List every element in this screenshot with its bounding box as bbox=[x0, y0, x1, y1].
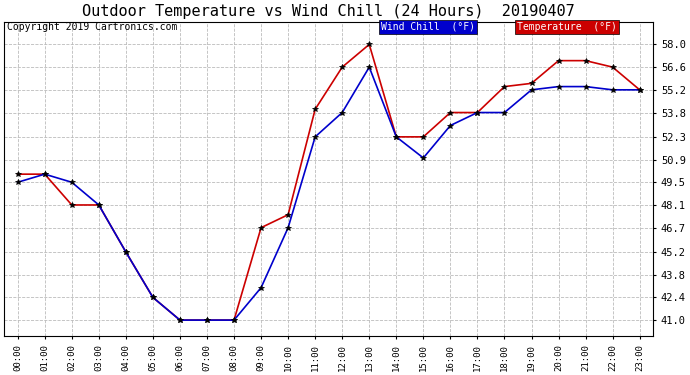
Text: Wind Chill  (°F): Wind Chill (°F) bbox=[381, 22, 475, 32]
Title: Outdoor Temperature vs Wind Chill (24 Hours)  20190407: Outdoor Temperature vs Wind Chill (24 Ho… bbox=[82, 4, 575, 19]
Text: Temperature  (°F): Temperature (°F) bbox=[517, 22, 617, 32]
Text: Copyright 2019 Cartronics.com: Copyright 2019 Cartronics.com bbox=[7, 22, 177, 33]
